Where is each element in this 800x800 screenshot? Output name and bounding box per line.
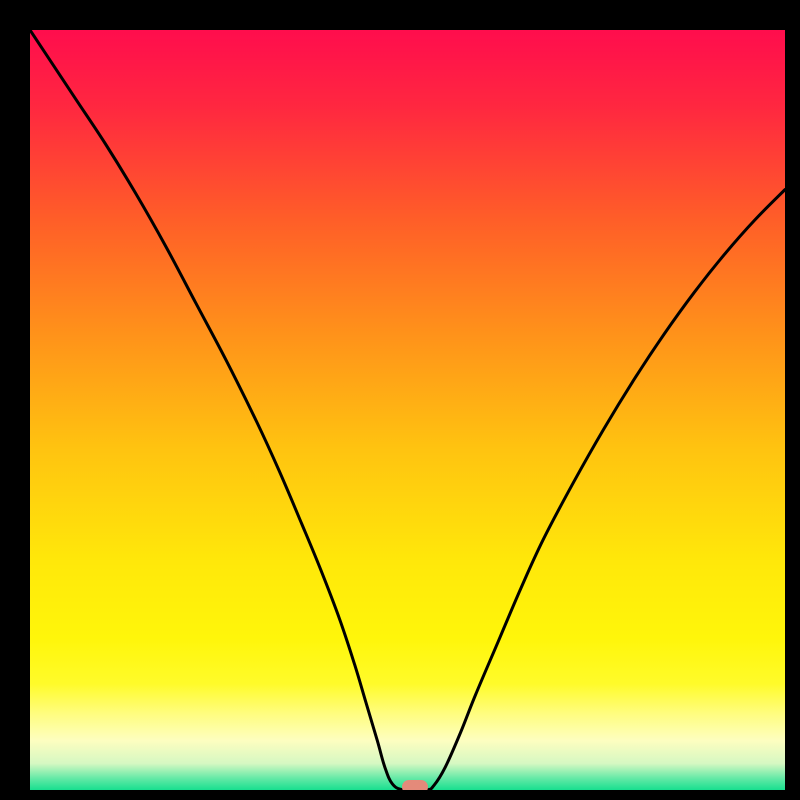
frame-border-right [785, 0, 800, 800]
plot-svg [30, 30, 785, 790]
frame-border-left [0, 0, 30, 800]
optimum-marker [402, 780, 428, 790]
frame-border-bottom [0, 790, 800, 800]
frame-border-top [0, 0, 800, 30]
chart-root: TheBottlenecker.com [0, 0, 800, 800]
gradient-background [30, 30, 785, 790]
plot-area [30, 30, 785, 790]
